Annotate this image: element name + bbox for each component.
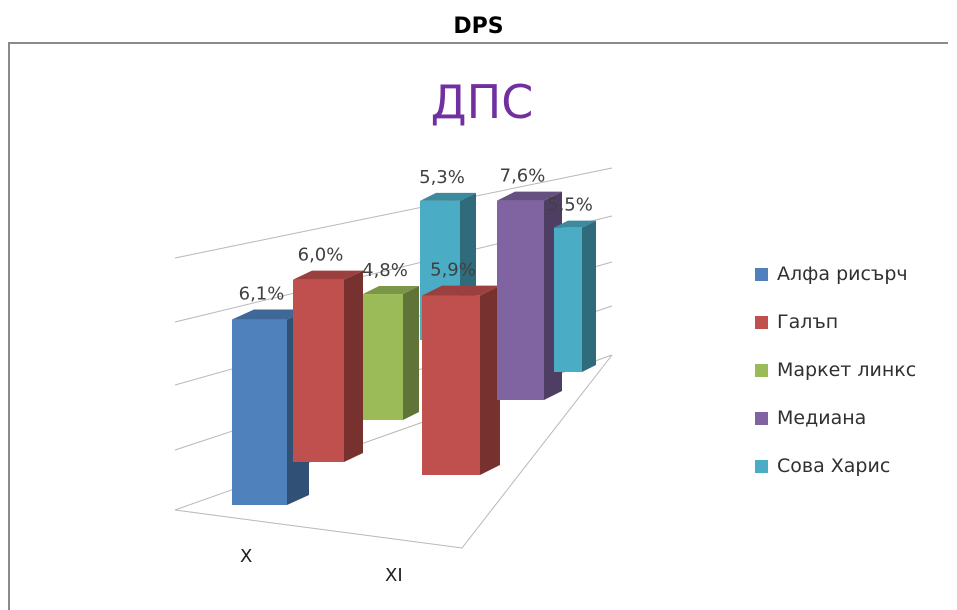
bar-top — [497, 191, 562, 201]
gridline — [174, 167, 613, 259]
data-label: 6,1% — [239, 284, 285, 305]
bar-side — [480, 285, 500, 475]
data-label: 5,3% — [419, 167, 465, 188]
bar-side — [344, 270, 363, 462]
legend-swatch — [755, 460, 768, 473]
bar — [554, 227, 582, 372]
legend-swatch — [755, 412, 768, 425]
data-label: 4,8% — [362, 260, 408, 281]
bar-top — [293, 270, 363, 280]
legend-label: Медиана — [777, 407, 866, 429]
legend-swatch — [755, 316, 768, 329]
bar-top — [420, 192, 476, 201]
bar-top — [232, 309, 309, 320]
legend-label: Галъп — [777, 311, 838, 333]
legend-swatch — [755, 364, 768, 377]
bar-top — [554, 220, 596, 228]
data-label: 7,6% — [500, 166, 546, 187]
page-title: DPS — [453, 14, 504, 39]
data-label: 5,9% — [430, 260, 476, 281]
legend-swatch — [755, 268, 768, 281]
bar-top — [422, 285, 500, 296]
bar — [363, 294, 403, 420]
category-label: X — [240, 546, 252, 567]
data-label: 6,0% — [298, 245, 344, 266]
bar-top — [363, 286, 419, 295]
chart-title: ДПС — [431, 75, 534, 129]
bar — [422, 295, 480, 475]
legend-label: Маркет линкс — [777, 359, 916, 381]
bar-side — [403, 286, 419, 420]
data-label: 5,5% — [547, 195, 593, 216]
bar — [497, 200, 544, 400]
bar — [293, 279, 344, 462]
legend-label: Сова Харис — [777, 455, 890, 477]
bar — [232, 319, 287, 505]
legend-label: Алфа рисърч — [777, 263, 908, 285]
bar-side — [582, 220, 596, 372]
category-label: XI — [385, 565, 403, 586]
chart-frame — [8, 42, 948, 610]
chart-floor — [174, 354, 613, 549]
